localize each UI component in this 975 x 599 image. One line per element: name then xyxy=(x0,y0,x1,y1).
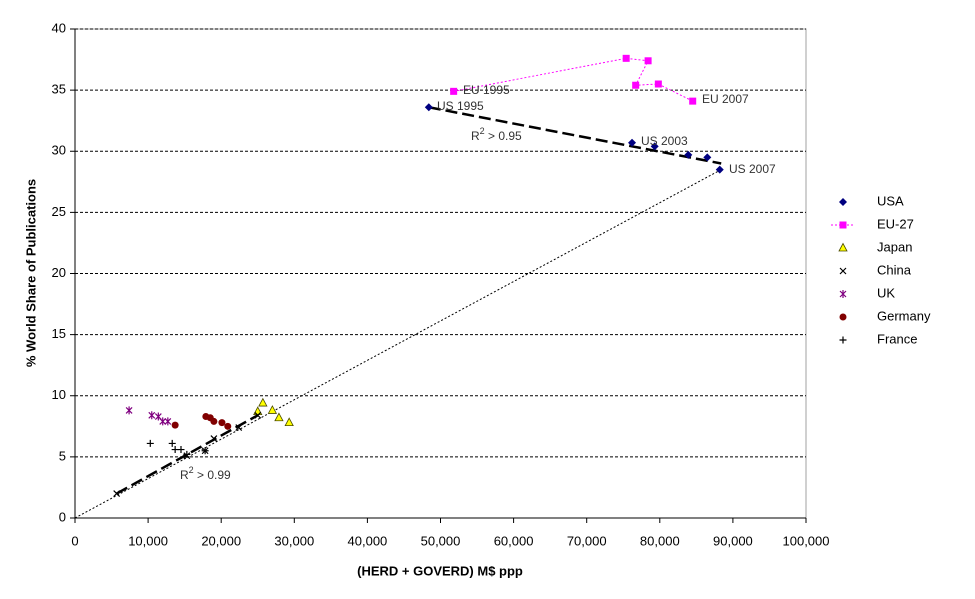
x-tick-label: 100,000 xyxy=(783,533,830,548)
point xyxy=(146,439,154,447)
point xyxy=(224,422,232,430)
y-axis-title: % World Share of Publications xyxy=(23,179,38,367)
annotation-text: EU 1995 xyxy=(463,83,510,97)
point xyxy=(689,97,697,105)
point xyxy=(177,446,185,454)
point xyxy=(839,267,847,275)
annotation: US 1995 xyxy=(437,99,484,113)
annotation-text: R xyxy=(180,468,189,482)
annotation: US 2003 xyxy=(641,134,688,148)
annotation: R2 > 0.99 xyxy=(180,465,231,482)
point xyxy=(171,446,179,454)
point xyxy=(258,397,268,407)
point xyxy=(839,290,847,298)
annotation-text: US 1995 xyxy=(437,99,484,113)
point xyxy=(650,142,659,151)
y-tick-label: 30 xyxy=(52,143,66,158)
annotation-text: R xyxy=(471,129,480,143)
x-tick-label: 0 xyxy=(71,533,78,548)
x-tick-label: 30,000 xyxy=(274,533,314,548)
legend-label: UK xyxy=(877,285,895,300)
point xyxy=(654,80,662,88)
x-tick-label: 50,000 xyxy=(421,533,461,548)
point xyxy=(254,411,262,419)
point xyxy=(450,87,458,95)
annotation-text: EU 2007 xyxy=(702,92,749,106)
point xyxy=(839,336,847,344)
point xyxy=(235,424,243,431)
point xyxy=(164,417,172,426)
point xyxy=(267,405,278,414)
point xyxy=(703,153,712,162)
point xyxy=(424,103,433,112)
x-tick-label: 60,000 xyxy=(494,533,534,548)
point xyxy=(159,417,167,426)
y-tick-label: 40 xyxy=(52,20,66,35)
y-tick-label: 5 xyxy=(59,448,66,463)
annotation: EU 1995 xyxy=(463,83,510,97)
trendline xyxy=(428,106,722,165)
point xyxy=(644,57,652,65)
point xyxy=(284,417,294,427)
point xyxy=(183,450,191,458)
legend-label: China xyxy=(877,262,912,277)
x-axis-title: (HERD + GOVERD) M$ ppp xyxy=(357,563,523,578)
y-tick-label: 15 xyxy=(52,326,66,341)
point xyxy=(125,406,133,415)
annotation-rest: > 0.99 xyxy=(194,468,231,482)
point xyxy=(684,150,693,159)
point xyxy=(201,447,209,455)
point xyxy=(632,81,640,89)
point xyxy=(839,221,847,229)
x-tick-label: 10,000 xyxy=(128,533,168,548)
y-tick-label: 35 xyxy=(52,82,66,97)
annotation: US 2007 xyxy=(729,162,776,176)
annotation: R2 > 0.95 xyxy=(471,126,522,143)
legend-label: EU-27 xyxy=(877,216,914,231)
point xyxy=(113,490,121,497)
point xyxy=(210,435,218,442)
point xyxy=(839,313,847,321)
annotation-text: US 2003 xyxy=(641,134,688,148)
point xyxy=(274,412,284,422)
point xyxy=(148,411,156,420)
x-tick-label: 90,000 xyxy=(713,533,753,548)
point xyxy=(622,54,630,62)
legend-label: Germany xyxy=(877,308,931,323)
x-tick-label: 80,000 xyxy=(640,533,680,548)
point xyxy=(838,242,848,252)
annotation-rest: > 0.95 xyxy=(485,129,522,143)
x-tick-label: 20,000 xyxy=(201,533,241,548)
y-tick-label: 0 xyxy=(59,509,66,524)
y-tick-label: 25 xyxy=(52,204,66,219)
point xyxy=(715,165,724,174)
x-tick-label: 40,000 xyxy=(348,533,388,548)
legend-label: France xyxy=(877,331,917,346)
point xyxy=(628,138,637,147)
point xyxy=(218,419,226,427)
point xyxy=(168,439,176,447)
point xyxy=(171,421,179,429)
y-tick-label: 10 xyxy=(52,387,66,402)
annotation-sup: 2 xyxy=(480,126,485,136)
point xyxy=(839,198,847,206)
annotation-text: US 2007 xyxy=(729,162,776,176)
legend-label: USA xyxy=(877,193,904,208)
x-tick-label: 70,000 xyxy=(567,533,607,548)
point xyxy=(210,417,218,425)
trendline xyxy=(116,414,259,495)
legend-label: Japan xyxy=(877,239,912,254)
annotation: EU 2007 xyxy=(702,92,749,106)
annotation-sup: 2 xyxy=(189,465,194,475)
y-tick-label: 20 xyxy=(52,265,66,280)
